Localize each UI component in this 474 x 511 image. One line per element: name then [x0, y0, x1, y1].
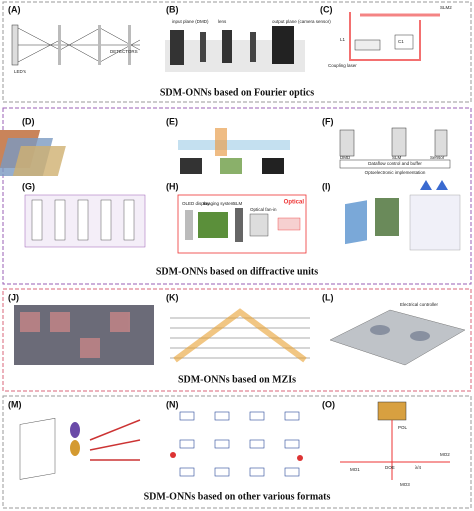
panel-label: (O)	[322, 399, 335, 409]
panel-text: Electrical controller	[400, 302, 439, 307]
panel-label: (J)	[8, 292, 19, 302]
panel-k	[170, 308, 310, 363]
section-box	[2, 1, 472, 103]
panel-label: (K)	[166, 292, 179, 302]
section-caption: SDM-ONNs based on other various formats	[144, 491, 331, 502]
panel-text: POL	[398, 425, 408, 430]
section-caption: SDM-ONNs based on diffractive units	[156, 266, 318, 277]
panel-label: (I)	[322, 181, 331, 191]
panel-text: OLED display	[182, 201, 210, 206]
panel-text: C1	[398, 39, 404, 44]
panel-text: LED's	[14, 69, 27, 74]
section-box	[2, 107, 472, 285]
panel-text: SLM	[392, 155, 402, 160]
panel-text: SLM	[233, 201, 243, 206]
panel-text: SLM2	[440, 5, 452, 10]
panel-n	[170, 411, 303, 477]
panel-label: (M)	[8, 399, 22, 409]
panel-label: (A)	[8, 4, 21, 14]
panel-text: input plane (DMD)	[172, 19, 209, 24]
panel-text: Coupling laser	[328, 63, 357, 68]
panel-o: MO1 MO2 MO3 λ/4 DOE POL	[340, 401, 450, 487]
section-caption: SDM-ONNs based on MZIs	[178, 374, 296, 385]
panel-text: Sensor	[430, 155, 445, 160]
panel-label: (H)	[166, 181, 179, 191]
panel-text: MO2	[440, 452, 450, 457]
panel-label: (L)	[322, 292, 334, 302]
section-box	[2, 395, 472, 509]
panel-text: Optical fan-in	[250, 207, 277, 212]
panel-text: Imaging system	[203, 201, 235, 206]
panel-text: Dataflow control and buffer	[368, 161, 422, 166]
panel-label: (G)	[22, 181, 35, 191]
panel-text: DOE	[385, 465, 395, 470]
panel-f: DMD SLM Sensor Dataflow control and buff…	[339, 127, 451, 175]
panel-d	[0, 130, 66, 176]
panel-label: (N)	[166, 399, 179, 409]
panel-i	[345, 180, 461, 251]
panel-label: (E)	[166, 116, 178, 126]
panel-text: L1	[340, 37, 346, 42]
panel-text: lens	[218, 19, 227, 24]
section-caption: SDM-ONNs based on Fourier optics	[160, 87, 314, 98]
panel-text: λ/4	[415, 465, 422, 470]
panel-l: Electrical controller	[329, 302, 466, 366]
panel-b: input plane (DMD) lens output plane (cam…	[165, 19, 331, 72]
panel-text: Optical	[284, 200, 305, 206]
panel-text: Optoelectronic implementation	[365, 170, 426, 175]
panel-label: (C)	[320, 4, 333, 14]
panel-text: MO3	[400, 482, 410, 487]
panel-text: output plane (camera sensor)	[272, 19, 331, 24]
panel-j	[14, 305, 154, 365]
panel-text: DMD	[340, 155, 351, 160]
panel-label: (F)	[322, 116, 334, 126]
panel-a: LED's DETECTORS	[11, 24, 141, 74]
panel-label: (D)	[22, 116, 35, 126]
panel-c: L1 C1 SLM2 Coupling laser	[328, 5, 452, 68]
panel-h: Optical OLED display Imaging system SLM …	[177, 194, 307, 254]
panel-g	[24, 194, 146, 248]
panel-text: DETECTORS	[110, 49, 138, 54]
panel-e	[178, 128, 290, 174]
panel-text: MO1	[350, 467, 360, 472]
panel-label: (B)	[166, 4, 179, 14]
section-box	[2, 288, 472, 392]
panel-m	[19, 418, 141, 480]
